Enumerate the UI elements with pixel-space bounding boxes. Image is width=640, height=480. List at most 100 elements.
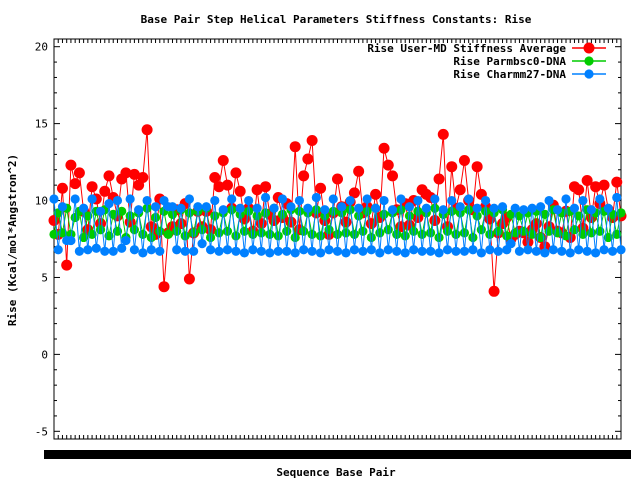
data-point — [446, 161, 458, 173]
data-point — [442, 226, 453, 236]
data-point — [307, 246, 317, 256]
data-point — [417, 229, 427, 239]
data-point — [104, 199, 114, 209]
data-point — [472, 211, 482, 221]
data-point — [362, 194, 372, 204]
data-point — [217, 155, 229, 167]
data-point — [340, 216, 352, 228]
data-point — [485, 245, 495, 255]
data-point — [523, 245, 533, 255]
data-point — [286, 202, 296, 212]
data-point — [552, 205, 563, 215]
data-point — [574, 245, 584, 255]
data-point — [100, 246, 110, 256]
data-point — [598, 179, 610, 191]
data-point — [61, 259, 73, 271]
data-point — [248, 229, 258, 239]
data-point — [163, 229, 173, 239]
data-point — [429, 215, 441, 227]
data-point — [489, 203, 499, 213]
data-point — [277, 194, 288, 204]
data-point — [366, 232, 376, 243]
data-point — [458, 155, 470, 167]
data-point — [522, 236, 534, 248]
y-tick-label: 15 — [35, 118, 48, 131]
data-point — [222, 245, 233, 255]
data-point — [150, 202, 161, 212]
data-point — [221, 179, 233, 191]
data-point — [167, 202, 178, 212]
data-point — [341, 248, 351, 258]
data-point — [400, 248, 410, 258]
data-point — [430, 203, 440, 213]
data-point — [214, 228, 224, 238]
data-point — [590, 181, 602, 193]
data-point — [430, 194, 440, 204]
data-point — [265, 229, 275, 239]
data-point — [434, 248, 444, 258]
data-point — [180, 231, 190, 241]
data-point — [91, 243, 101, 253]
data-point — [302, 153, 314, 165]
data-point — [396, 205, 406, 215]
data-point — [540, 248, 550, 258]
data-point — [328, 206, 338, 216]
data-point — [218, 205, 228, 215]
data-point — [348, 187, 360, 199]
data-point — [256, 246, 266, 256]
data-point — [103, 170, 115, 182]
data-point — [586, 228, 596, 238]
data-point — [197, 239, 207, 249]
data-point — [433, 173, 445, 185]
data-point — [324, 245, 334, 255]
data-point — [337, 202, 347, 212]
data-point — [69, 178, 81, 190]
data-point — [324, 225, 334, 235]
data-point — [454, 184, 466, 196]
data-point — [409, 245, 419, 255]
data-point — [210, 211, 220, 221]
data-point — [616, 245, 626, 255]
data-point — [172, 245, 182, 255]
data-point — [95, 206, 106, 216]
data-point — [510, 203, 520, 213]
data-point — [290, 248, 300, 258]
data-point — [53, 245, 63, 255]
data-point — [65, 159, 77, 171]
data-point — [382, 159, 394, 171]
data-point — [434, 232, 444, 243]
data-point — [417, 246, 427, 256]
data-point — [129, 245, 139, 255]
data-point — [442, 245, 453, 255]
data-point — [252, 203, 262, 213]
data-point — [349, 245, 360, 255]
data-point — [79, 203, 89, 213]
data-point — [591, 248, 601, 258]
data-point — [578, 195, 588, 206]
data-point — [451, 229, 461, 239]
legend-marker — [583, 42, 595, 54]
data-point — [480, 195, 491, 206]
data-point — [379, 195, 389, 206]
y-tick-label: 0 — [41, 348, 48, 361]
data-point — [455, 202, 465, 212]
data-point — [289, 141, 301, 153]
data-point — [49, 194, 59, 204]
data-point — [57, 202, 68, 212]
data-point — [557, 246, 567, 256]
data-point — [189, 246, 199, 256]
data-point — [128, 168, 140, 180]
data-point — [209, 171, 221, 183]
data-point — [332, 229, 343, 239]
data-point — [468, 232, 478, 243]
data-point — [413, 206, 423, 216]
data-point — [485, 229, 495, 239]
data-point — [375, 228, 385, 238]
data-point — [120, 167, 132, 179]
data-point — [214, 246, 224, 256]
data-point — [437, 128, 449, 140]
series-layer — [48, 124, 627, 297]
data-point — [611, 176, 623, 188]
data-point — [392, 246, 402, 256]
